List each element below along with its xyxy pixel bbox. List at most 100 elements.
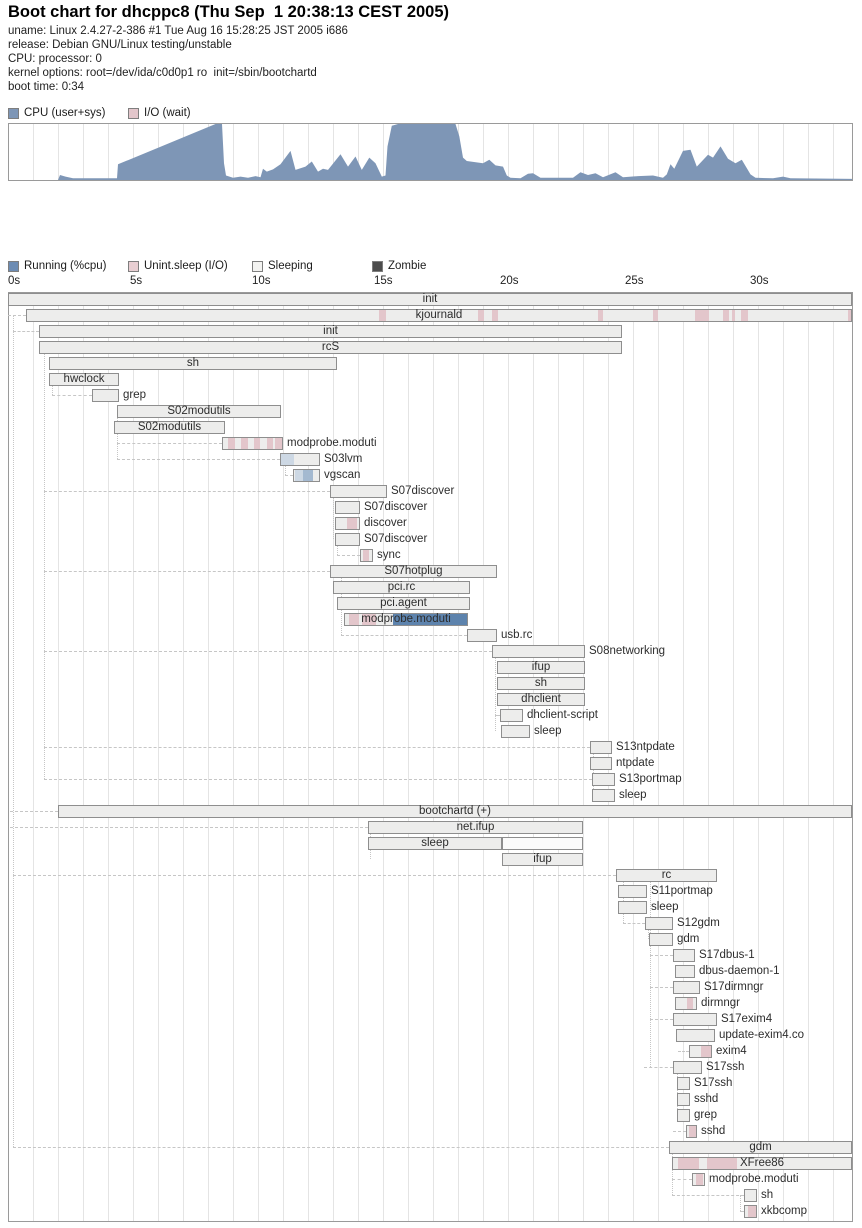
process-bar [686, 1125, 697, 1138]
zombie-legend-swatch [372, 261, 383, 272]
dependency-line [10, 827, 368, 828]
process-label: S13portmap [619, 773, 682, 785]
axis-tick-label: 20s [500, 275, 519, 287]
process-bar [645, 917, 673, 930]
process-label: rcS [321, 341, 340, 353]
process-bar [592, 773, 615, 786]
process-bar [39, 325, 622, 338]
process-label: grep [694, 1109, 718, 1121]
process-bar [744, 1205, 757, 1218]
process-bar [368, 821, 583, 834]
gridline [58, 293, 59, 1221]
dependency-line [337, 555, 360, 556]
process-label: exim4 [716, 1045, 747, 1057]
process-bar [8, 293, 852, 306]
dependency-line [672, 1179, 692, 1180]
dependency-line [44, 491, 330, 492]
cpu-chart-legend: CPU (user+sys) I/O (wait) [0, 107, 862, 121]
process-label: init [422, 293, 438, 305]
process-bar [590, 741, 612, 754]
process-label: xkbcomp [761, 1205, 808, 1217]
io-wait-segment [275, 438, 282, 449]
process-label: S07hotplug [384, 565, 443, 577]
running-legend-swatch [8, 261, 19, 272]
dependency-connector [285, 459, 286, 475]
process-label: gdm [749, 1141, 772, 1153]
dependency-line [52, 395, 92, 396]
dependency-line [10, 811, 58, 812]
gridline [483, 293, 484, 1221]
dependency-connector [623, 875, 624, 923]
process-label: sh [761, 1189, 774, 1201]
gridline [308, 293, 309, 1221]
process-bar [337, 597, 470, 610]
dependency-line [44, 571, 330, 572]
io-wait-segment [732, 310, 735, 321]
io-wait-segment [241, 438, 248, 449]
dependency-connector [650, 875, 651, 1067]
dependency-line [8, 315, 26, 316]
gridline [183, 293, 184, 1221]
io-wait-segment [695, 310, 709, 321]
process-label: grep [123, 389, 147, 401]
sleeping-legend-swatch [252, 261, 263, 272]
running-segment [303, 470, 313, 481]
process-bar [675, 965, 695, 978]
process-label: S03lvm [324, 453, 363, 465]
process-label: rc [661, 869, 672, 881]
gridline [508, 293, 509, 1221]
process-bar [344, 613, 468, 626]
process-label: sshd [701, 1125, 726, 1137]
process-label: S13ntpdate [616, 741, 675, 753]
process-bar [501, 725, 530, 738]
gridline [533, 293, 534, 1221]
process-bar [280, 453, 320, 466]
io-wait-legend-swatch [128, 108, 139, 119]
dependency-connector [13, 315, 14, 1147]
io-wait-segment [701, 1046, 711, 1057]
process-label: sleep [534, 725, 562, 737]
dependency-line [341, 635, 467, 636]
dependency-line [673, 1131, 686, 1132]
io-wait-segment [478, 310, 484, 321]
io-wait-segment [363, 550, 369, 561]
process-label: S02modutils [137, 421, 202, 433]
gridline [233, 293, 234, 1221]
dependency-line [44, 651, 492, 652]
gridline [783, 293, 784, 1221]
dependency-connector [740, 1195, 741, 1211]
process-label: S17dbus-1 [699, 949, 755, 961]
gridline [158, 293, 159, 1221]
dependency-line [644, 1067, 673, 1068]
dependency-line [13, 875, 616, 876]
axis-tick-label: 25s [625, 275, 644, 287]
process-bar [360, 549, 373, 562]
process-bar [675, 997, 697, 1010]
process-chart: init kjournald init rcS sh hwclock grep S02modu… [8, 292, 853, 1222]
process-bar [672, 1157, 852, 1170]
dependency-line [44, 747, 590, 748]
process-state-legend: Running (%cpu) Unint.sleep (I/O) Sleeping Z… [0, 260, 862, 274]
gridline [833, 293, 834, 1221]
process-bar [649, 933, 673, 946]
dependency-connector [593, 747, 594, 795]
process-label: vgscan [324, 469, 361, 481]
dependency-line [740, 1211, 744, 1212]
gridline [458, 293, 459, 1221]
dependency-connector [677, 1067, 678, 1115]
process-label: S08networking [589, 645, 666, 657]
io-wait-segment [848, 310, 851, 321]
io-wait-segment [492, 310, 498, 321]
process-label: init [323, 325, 338, 337]
process-bar-continuation [502, 837, 583, 850]
process-bar [673, 1013, 717, 1026]
process-label: sync [377, 549, 401, 561]
gridline [758, 293, 759, 1221]
process-bar [222, 437, 283, 450]
process-bar [673, 949, 695, 962]
process-label: update-exim4.co [719, 1029, 805, 1041]
dependency-line [650, 987, 673, 988]
process-label: sleep [619, 789, 647, 801]
process-label: usb.rc [501, 629, 533, 641]
process-bar [669, 1141, 852, 1154]
